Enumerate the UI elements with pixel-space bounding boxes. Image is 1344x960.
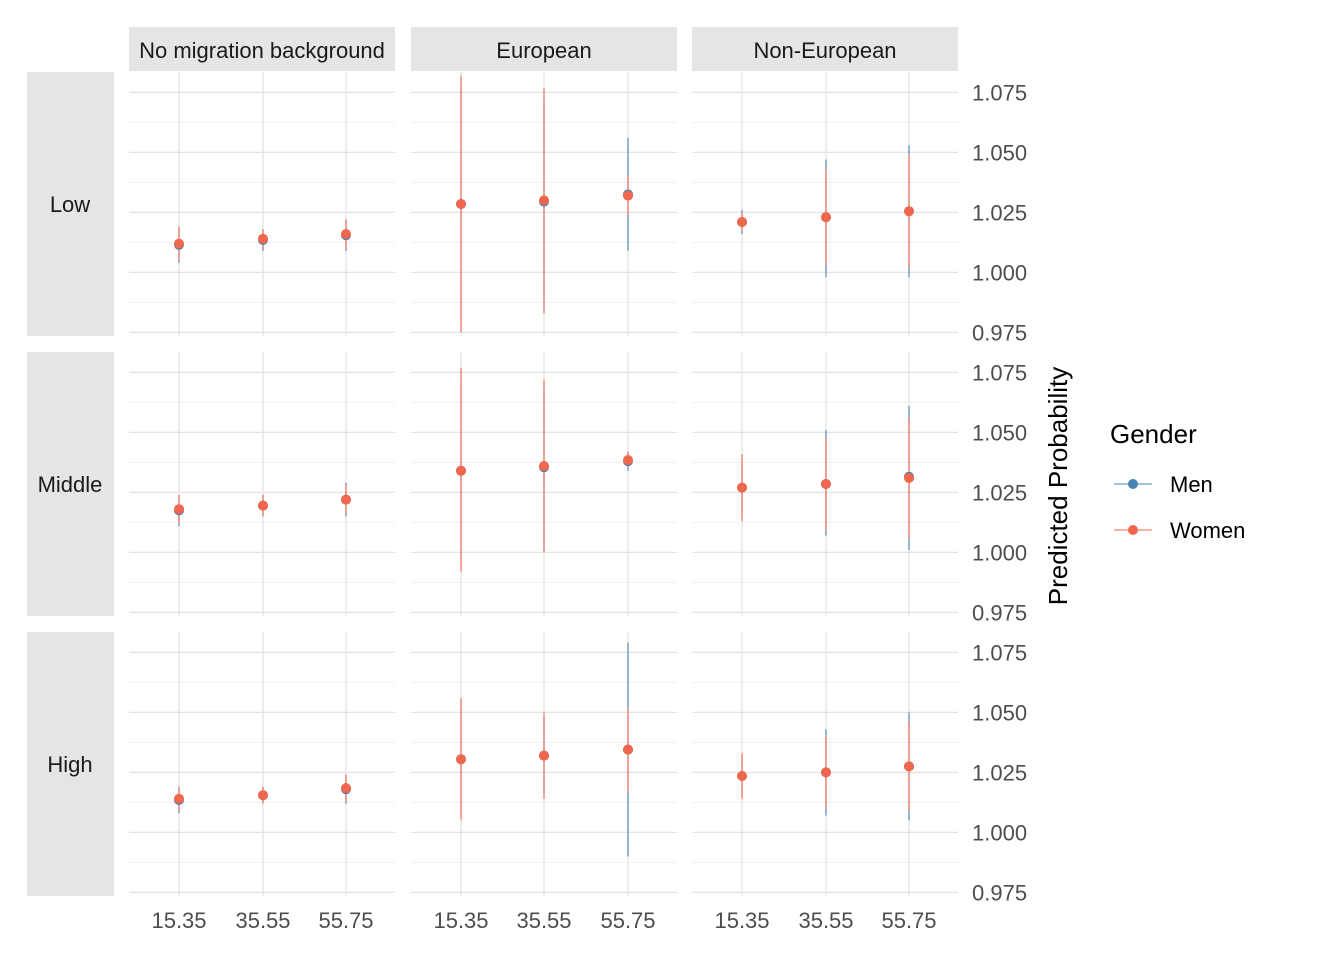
y-tick-label: 1.050 [972, 700, 1027, 725]
women-point [258, 233, 268, 244]
women-point [456, 465, 466, 476]
women-point [341, 494, 351, 505]
panel-high-non-european [692, 632, 958, 896]
x-tick-label: 35.55 [235, 908, 290, 933]
column-strip-background [411, 27, 677, 71]
y-tick-label: 1.050 [972, 420, 1027, 445]
women-point [821, 767, 831, 778]
legend-item-men: Men [1114, 472, 1213, 497]
panel-high-no-migration-background [129, 632, 395, 896]
x-tick-label: 15.35 [714, 908, 769, 933]
panel-middle-non-european [692, 352, 958, 616]
x-tick-label: 15.35 [151, 908, 206, 933]
legend-title: Gender [1110, 419, 1197, 449]
women-point [904, 761, 914, 772]
panel-data-low-non-european [737, 145, 914, 278]
women-point [737, 771, 747, 781]
y-tick-label: 1.000 [972, 540, 1027, 565]
column-strip-background [129, 27, 395, 71]
column-strip-label: No migration background [139, 38, 385, 63]
row-strip-label: High [47, 752, 92, 777]
women-point [821, 212, 831, 223]
facet-strips: No migration background European Non-Europ… [27, 27, 958, 896]
women-point [623, 190, 633, 201]
y-tick-label: 0.975 [972, 600, 1027, 625]
y-tick-label: 0.975 [972, 320, 1027, 345]
women-point [737, 482, 747, 493]
women-point [258, 790, 268, 801]
x-tick-label: 55.75 [881, 908, 936, 933]
y-tick-label: 1.000 [972, 260, 1027, 285]
women-point [539, 195, 549, 206]
panel-low-no-migration-background [129, 72, 395, 336]
row-strip-background [27, 632, 114, 896]
panel-data-high-no-migration-background [174, 774, 351, 814]
women-point [174, 238, 184, 249]
y-tick-label: 1.050 [972, 140, 1027, 165]
y-tick-label: 1.025 [972, 480, 1027, 505]
x-tick-label: 35.55 [516, 908, 571, 933]
panel-data-high-european [456, 642, 633, 857]
panel-data-low-no-migration-background [174, 219, 351, 263]
women-point [821, 479, 831, 489]
legend-label: Women [1170, 518, 1245, 543]
women-point [174, 504, 184, 515]
women-point [456, 199, 466, 209]
x-tick-label: 15.35 [433, 908, 488, 933]
y-axis-title: Predicted Probability [1043, 367, 1073, 605]
legend-key-point [1128, 479, 1138, 489]
panel-data-middle-european [456, 367, 633, 572]
row-strip-label: Middle [38, 472, 103, 497]
legend-key-point [1128, 525, 1138, 535]
women-point [341, 229, 351, 239]
women-point [904, 473, 914, 483]
legend-label: Men [1170, 472, 1213, 497]
axes-layer: 0.975 1.000 1.025 1.050 1.075 0.975 1.000 1.025… [151, 80, 1027, 933]
x-tick-label: 55.75 [318, 908, 373, 933]
panel-data-high-non-european [737, 712, 914, 821]
women-point [539, 461, 549, 471]
legend: Gender Men Women [1110, 419, 1245, 543]
women-point [737, 217, 747, 227]
row-strip-background [27, 72, 114, 336]
panel-data-middle-no-migration-background [174, 482, 351, 526]
legend-item-women: Women [1114, 518, 1245, 543]
y-tick-label: 1.075 [972, 80, 1027, 105]
women-point [904, 206, 914, 217]
y-tick-label: 1.025 [972, 760, 1027, 785]
column-strip-label: European [496, 38, 591, 63]
row-strip-background [27, 352, 114, 616]
x-tick-label: 35.55 [798, 908, 853, 933]
panels-layer [129, 72, 958, 896]
women-point [341, 783, 351, 793]
y-tick-label: 1.075 [972, 360, 1027, 385]
y-tick-label: 1.075 [972, 640, 1027, 665]
row-strip-label: Low [50, 192, 90, 217]
panel-data-middle-non-european [737, 406, 914, 550]
women-point [623, 455, 633, 465]
panel-middle-no-migration-background [129, 352, 395, 616]
x-tick-label: 55.75 [600, 908, 655, 933]
women-point [456, 754, 466, 765]
y-tick-label: 1.000 [972, 820, 1027, 845]
column-strip-label: Non-European [753, 38, 896, 63]
y-tick-label: 0.975 [972, 880, 1027, 905]
panel-data-low-european [456, 75, 633, 333]
women-point [258, 500, 268, 511]
women-point [623, 744, 633, 755]
women-point [539, 750, 549, 761]
column-strip-background [692, 27, 958, 71]
y-tick-label: 1.025 [972, 200, 1027, 225]
women-point [174, 793, 184, 804]
panel-low-non-european [692, 72, 958, 336]
